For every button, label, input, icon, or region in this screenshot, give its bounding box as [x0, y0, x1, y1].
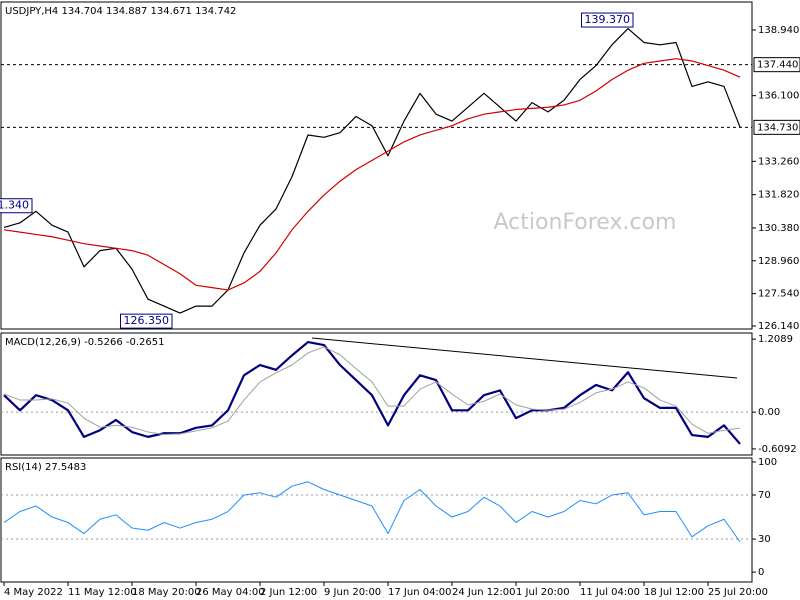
- x-tick-label: 1 Jul 20:00: [516, 587, 570, 598]
- series-line: [3, 27, 741, 314]
- panel-title: RSI(14) 27.5483: [5, 462, 86, 473]
- panel-title: USDJPY,H4 134.704 134.887 134.671 134.74…: [5, 6, 236, 17]
- trend-line: [311, 337, 738, 379]
- annotation-box: [581, 12, 634, 28]
- level-label: 137.440: [757, 60, 798, 71]
- series-line: [3, 58, 741, 291]
- y-tick-label: 126.140: [758, 321, 799, 332]
- panel-frame: [0, 332, 753, 456]
- y-tick-label: 0.00: [758, 407, 780, 418]
- panel-frame: [0, 1, 753, 330]
- level-label-box: [753, 119, 800, 135]
- annotation-box: [120, 313, 173, 329]
- x-tick-label: 9 Jun 20:00: [324, 587, 381, 598]
- annotation-label: 1.340: [0, 199, 29, 212]
- y-tick-label: 1.2089: [758, 334, 793, 345]
- y-tick-label: 133.260: [758, 156, 799, 167]
- y-tick-label: 127.540: [758, 289, 799, 300]
- y-tick-label: 70: [758, 490, 771, 501]
- y-tick-label: 136.100: [758, 91, 799, 102]
- annotation-label: 139.370: [585, 13, 631, 26]
- y-tick-label: 138.940: [758, 25, 799, 36]
- series-line: [3, 346, 741, 435]
- y-tick-label: 128.960: [758, 256, 799, 267]
- x-tick-label: 4 May 2022: [4, 587, 63, 598]
- y-tick-label: 131.820: [758, 190, 799, 201]
- series-line: [3, 340, 741, 445]
- annotation-box: [0, 198, 33, 214]
- level-label-box: [753, 57, 800, 73]
- x-tick-label: 2 Jun 12:00: [260, 587, 317, 598]
- y-tick-label: 130.380: [758, 223, 799, 234]
- x-tick-label: 25 Jul 20:00: [708, 587, 768, 598]
- x-tick-label: 11 May 12:00: [68, 587, 137, 598]
- annotation-label: 126.350: [124, 314, 170, 327]
- level-label: 134.730: [757, 122, 798, 133]
- x-tick-label: 18 Jul 12:00: [644, 587, 704, 598]
- watermark: ActionForex.com: [494, 210, 677, 235]
- y-tick-label: -0.6092: [758, 444, 797, 455]
- panel-title: MACD(12,26,9) -0.5266 -0.2651: [5, 337, 165, 348]
- x-tick-label: 18 May 20:00: [132, 587, 201, 598]
- x-tick-label: 11 Jul 04:00: [580, 587, 640, 598]
- y-tick-label: 30: [758, 534, 771, 545]
- panel-frame: [0, 457, 753, 583]
- x-tick-label: 26 May 04:00: [196, 587, 265, 598]
- y-tick-label: 0: [758, 567, 764, 578]
- y-tick-label: 100: [758, 457, 777, 468]
- x-tick-label: 24 Jun 12:00: [452, 587, 516, 598]
- series-line: [3, 481, 741, 543]
- x-tick-label: 17 Jun 04:00: [388, 587, 452, 598]
